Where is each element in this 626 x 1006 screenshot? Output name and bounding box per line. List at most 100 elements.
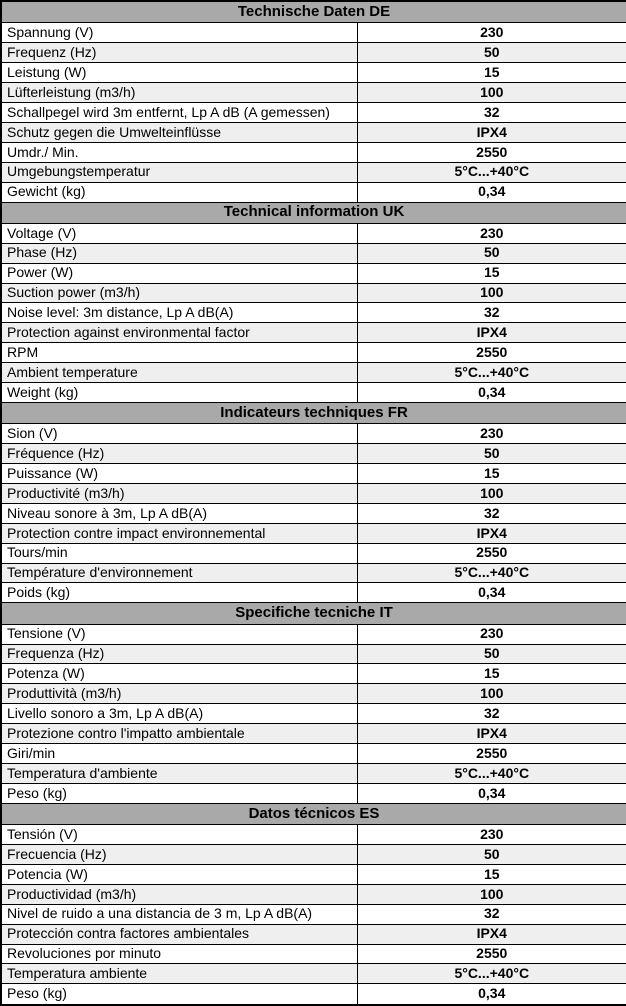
spec-row: Schutz gegen die Umwelteinflüsse IPX4 <box>0 121 626 143</box>
spec-value: 2550 <box>356 743 626 764</box>
spec-value: 100 <box>356 482 626 504</box>
spec-label: Voltage (V) <box>0 222 358 244</box>
spec-row: Niveau sonore à 3m, Lp A dB(A) 32 <box>0 502 626 524</box>
spec-label: Protezione contro l'impatto ambientale <box>0 723 358 745</box>
section-header-row-de: Technische Daten DE <box>0 0 626 24</box>
section-title-it: Specifiche tecniche IT <box>0 602 626 625</box>
spec-label: Sion (V) <box>0 423 358 445</box>
spec-label: Produttività (m3/h) <box>0 683 358 705</box>
spec-label: Temperatura d'ambiente <box>0 762 358 784</box>
spec-label: Umdr./ Min. <box>0 141 358 163</box>
section-header-row-uk: Technical information UK <box>0 201 626 224</box>
spec-value: 2550 <box>356 542 626 564</box>
spec-value: 50 <box>356 42 626 64</box>
spec-value: 0,34 <box>356 382 626 403</box>
spec-row: Frequenza (Hz) 50 <box>0 643 626 665</box>
spec-value: 230 <box>356 222 626 244</box>
spec-value: 100 <box>356 883 626 905</box>
spec-label: Niveau sonore à 3m, Lp A dB(A) <box>0 502 358 524</box>
spec-row: Revoluciones por minuto 2550 <box>0 943 626 965</box>
spec-row: Temperatura d'ambiente 5°C...+40°C <box>0 762 626 784</box>
spec-row: Schallpegel wird 3m entfernt, Lp A dB (A… <box>0 102 626 123</box>
spec-value: IPX4 <box>356 522 626 544</box>
spec-value: 2550 <box>356 141 626 163</box>
spec-value: 230 <box>356 22 626 44</box>
spec-value: 15 <box>356 62 626 84</box>
spec-label: Ambient temperature <box>0 362 358 384</box>
spec-row: Weight (kg) 0,34 <box>0 382 626 403</box>
spec-row: Produttività (m3/h) 100 <box>0 683 626 705</box>
spec-row: Umdr./ Min. 2550 <box>0 141 626 163</box>
spec-value: IPX4 <box>356 121 626 143</box>
spec-label: Frequenza (Hz) <box>0 643 358 665</box>
spec-row: Phase (Hz) 50 <box>0 242 626 264</box>
spec-label: Productividad (m3/h) <box>0 883 358 905</box>
spec-row: Potenza (W) 15 <box>0 663 626 685</box>
spec-row: Frequenz (Hz) 50 <box>0 42 626 64</box>
spec-row: Productivité (m3/h) 100 <box>0 482 626 504</box>
spec-row: Voltage (V) 230 <box>0 222 626 244</box>
spec-label: Peso (kg) <box>0 782 358 804</box>
spec-row: Gewicht (kg) 0,34 <box>0 181 626 203</box>
spec-label: Suction power (m3/h) <box>0 282 358 304</box>
section-header-row-fr: Indicateurs techniques FR <box>0 401 626 425</box>
spec-label: Giri/min <box>0 743 358 764</box>
spec-value: 0,34 <box>356 983 626 1006</box>
spec-row: Tensione (V) 230 <box>0 623 626 645</box>
spec-value: IPX4 <box>356 322 626 344</box>
spec-value: 50 <box>356 242 626 264</box>
spec-row: Umgebungstemperatur 5°C...+40°C <box>0 161 626 183</box>
spec-row: Leistung (W) 15 <box>0 62 626 84</box>
spec-label: Poids (kg) <box>0 582 358 604</box>
spec-row: Power (W) 15 <box>0 262 626 284</box>
spec-label: Puissance (W) <box>0 463 358 484</box>
spec-label: Weight (kg) <box>0 382 358 403</box>
spec-label: Schallpegel wird 3m entfernt, Lp A dB (A… <box>0 102 358 123</box>
spec-label: Fréquence (Hz) <box>0 443 358 465</box>
spec-value: 5°C...+40°C <box>356 161 626 183</box>
spec-label: Revoluciones por minuto <box>0 943 358 965</box>
spec-value: 5°C...+40°C <box>356 362 626 384</box>
spec-value: 5°C...+40°C <box>356 562 626 584</box>
spec-row: Suction power (m3/h) 100 <box>0 282 626 304</box>
spec-label: Phase (Hz) <box>0 242 358 264</box>
spec-row: Protection against environmental factor I… <box>0 322 626 344</box>
spec-row: Protezione contro l'impatto ambientale IP… <box>0 723 626 745</box>
spec-label: Umgebungstemperatur <box>0 161 358 183</box>
section-title-es: Datos técnicos ES <box>0 802 626 826</box>
spec-row: Tensión (V) 230 <box>0 824 626 845</box>
spec-value: 50 <box>356 443 626 465</box>
spec-label: Temperatura ambiente <box>0 963 358 985</box>
spec-label: Power (W) <box>0 262 358 284</box>
spec-value: 50 <box>356 843 626 865</box>
spec-label: Potencia (W) <box>0 863 358 885</box>
spec-label: Productivité (m3/h) <box>0 482 358 504</box>
spec-row: Sion (V) 230 <box>0 423 626 445</box>
spec-value: 15 <box>356 863 626 885</box>
spec-value: 32 <box>356 302 626 324</box>
section-title-fr: Indicateurs techniques FR <box>0 401 626 425</box>
spec-value: 32 <box>356 703 626 725</box>
spec-label: Protección contra factores ambientales <box>0 923 358 945</box>
section-title-de: Technische Daten DE <box>0 0 626 24</box>
spec-value: 50 <box>356 643 626 665</box>
spec-value: 15 <box>356 262 626 284</box>
spec-label: Potenza (W) <box>0 663 358 685</box>
spec-row: Frecuencia (Hz) 50 <box>0 843 626 865</box>
spec-value: IPX4 <box>356 723 626 745</box>
spec-row: Ambient temperature 5°C...+40°C <box>0 362 626 384</box>
spec-value: 15 <box>356 463 626 484</box>
spec-value: 5°C...+40°C <box>356 963 626 985</box>
spec-row: Puissance (W) 15 <box>0 463 626 484</box>
spec-label: Leistung (W) <box>0 62 358 84</box>
spec-row: Peso (kg) 0,34 <box>0 983 626 1006</box>
spec-value: 2550 <box>356 943 626 965</box>
spec-label: Schutz gegen die Umwelteinflüsse <box>0 121 358 143</box>
spec-label: Nivel de ruido a una distancia de 3 m, L… <box>0 903 358 925</box>
spec-row: Fréquence (Hz) 50 <box>0 443 626 465</box>
spec-value: 32 <box>356 102 626 123</box>
spec-row: Noise level: 3m distance, Lp A dB(A) 32 <box>0 302 626 324</box>
spec-value: 5°C...+40°C <box>356 762 626 784</box>
spec-row: Protection contre impact environnemental… <box>0 522 626 544</box>
